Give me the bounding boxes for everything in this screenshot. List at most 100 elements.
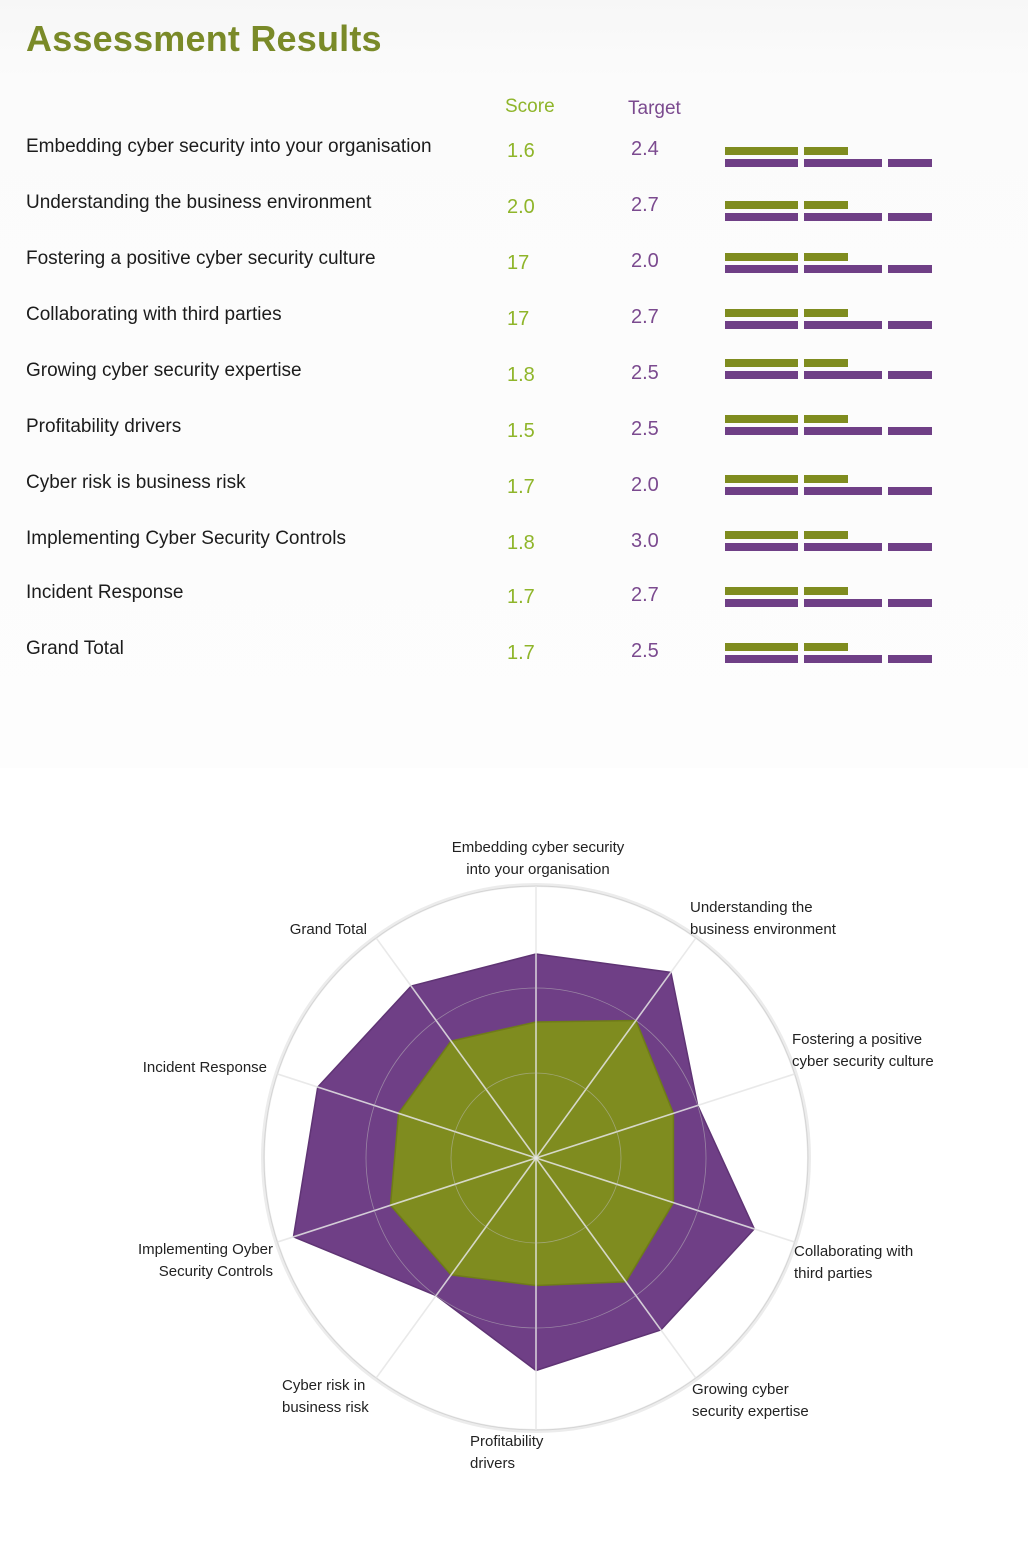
radar-grid-ring-overlay	[450, 1072, 622, 1244]
table-row: Cyber risk is business risk 1.7 2.0	[0, 472, 1028, 528]
target-bar-segment	[804, 427, 882, 435]
score-bar-segment	[804, 309, 848, 317]
target-bar-segment	[725, 159, 798, 167]
score-bar-segment	[725, 309, 798, 317]
score-bar-segment	[725, 643, 798, 651]
row-target-value: 2.5	[631, 362, 659, 384]
row-label: Understanding the business environment	[26, 192, 372, 213]
table-row: Embedding cyber security into your organ…	[0, 136, 1028, 192]
radar-grid-ring-overlay	[365, 987, 707, 1329]
score-bar-segment	[804, 643, 848, 651]
radar-axis-label: Implementing Oyber Security Controls	[138, 1241, 273, 1280]
row-label: Growing cyber security expertise	[26, 360, 302, 381]
target-bar-segment	[804, 321, 882, 329]
score-bar-segment	[725, 201, 798, 209]
row-bar-indicator	[725, 146, 935, 168]
radar-axis-label: Profitability drivers	[470, 1433, 544, 1472]
target-bar-segment	[804, 487, 882, 495]
row-bar-indicator	[725, 252, 935, 274]
row-label: Grand Total	[26, 638, 124, 659]
target-bar-segment	[888, 321, 932, 329]
radar-spoke	[277, 1157, 537, 1243]
row-score-value: 1.8	[507, 364, 535, 386]
row-label: Collaborating with third parties	[26, 304, 282, 325]
score-column-header: Score	[505, 96, 555, 117]
row-score-value: 1.5	[507, 420, 535, 442]
target-bar-segment	[725, 487, 798, 495]
radar-spoke	[375, 1157, 537, 1379]
row-target-value: 2.7	[631, 584, 659, 606]
row-score-value: 1.7	[507, 476, 535, 498]
target-bar-segment	[804, 543, 882, 551]
target-bar-segment	[804, 213, 882, 221]
row-target-value: 2.0	[631, 250, 659, 272]
row-bar-indicator	[725, 642, 935, 664]
score-bar-segment	[804, 147, 848, 155]
row-score-value: 17	[507, 252, 530, 274]
target-bar-segment	[804, 599, 882, 607]
score-bar-segment	[725, 359, 798, 367]
radar-spoke	[375, 937, 537, 1159]
row-score-value: 1.7	[507, 642, 535, 664]
score-bar-segment	[804, 475, 848, 483]
row-score-value: 1.8	[507, 532, 535, 554]
target-bar-segment	[725, 371, 798, 379]
page-title: Assessment Results	[26, 18, 382, 59]
row-label: Profitability drivers	[26, 416, 182, 437]
row-bar-indicator	[725, 530, 935, 552]
row-score-value: 2.0	[507, 196, 535, 218]
target-bar-segment	[888, 599, 932, 607]
target-bar-segment	[888, 655, 932, 663]
row-label: Embedding cyber security into your organ…	[26, 136, 432, 157]
score-bar-segment	[725, 253, 798, 261]
row-target-value: 2.0	[631, 474, 659, 496]
target-bar-segment	[888, 159, 932, 167]
score-bar-segment	[725, 531, 798, 539]
row-bar-indicator	[725, 414, 935, 436]
target-bar-segment	[804, 371, 882, 379]
radar-chart: Embedding cyber security into your organi…	[138, 839, 934, 1472]
target-bar-segment	[725, 213, 798, 221]
target-bar-segment	[804, 159, 882, 167]
row-target-value: 2.5	[631, 640, 659, 662]
radar-outer-ring	[261, 883, 811, 1433]
table-row: Fostering a positive cyber security cult…	[0, 248, 1028, 304]
row-label: Cyber risk is business risk	[26, 472, 246, 493]
target-bar-segment	[888, 427, 932, 435]
row-bar-indicator	[725, 358, 935, 380]
table-row: Implementing Cyber Security Controls 1.8 3…	[0, 528, 1028, 584]
table-row: Profitability drivers 1.5 2.5	[0, 414, 1028, 472]
score-bar-segment	[804, 201, 848, 209]
table-row: Collaborating with third parties 17 2.7	[0, 304, 1028, 360]
row-label: Incident Response	[26, 582, 184, 603]
row-score-value: 17	[507, 308, 530, 330]
radar-axis-label: Understanding the business environment	[690, 899, 837, 938]
table-row: Understanding the business environment 2.…	[0, 192, 1028, 248]
score-bar-segment	[725, 475, 798, 483]
target-bar-segment	[888, 371, 932, 379]
target-column-header: Target	[628, 98, 681, 119]
score-bar-segment	[725, 415, 798, 423]
radar-spoke	[277, 1073, 537, 1159]
radar-axis-label: Grand Total	[290, 921, 367, 938]
score-bar-segment	[804, 531, 848, 539]
target-bar-segment	[804, 265, 882, 273]
row-bar-indicator	[725, 474, 935, 496]
radar-spoke	[535, 1157, 795, 1243]
radar-spoke	[535, 1073, 795, 1159]
target-bar-segment	[725, 265, 798, 273]
radar-axis-label: Collaborating with third parties	[794, 1243, 913, 1282]
radar-spoke	[535, 1157, 697, 1379]
row-bar-indicator	[725, 586, 935, 608]
target-bar-segment	[725, 543, 798, 551]
target-bar-segment	[804, 655, 882, 663]
table-row: Growing cyber security expertise 1.8 2.5	[0, 358, 1028, 416]
target-bar-segment	[725, 655, 798, 663]
row-score-value: 1.7	[507, 586, 535, 608]
score-bar-segment	[804, 587, 848, 595]
results-panel	[0, 0, 1028, 768]
row-target-value: 2.7	[631, 194, 659, 216]
row-label: Implementing Cyber Security Controls	[26, 528, 346, 549]
target-bar-segment	[725, 599, 798, 607]
score-bar-segment	[725, 147, 798, 155]
